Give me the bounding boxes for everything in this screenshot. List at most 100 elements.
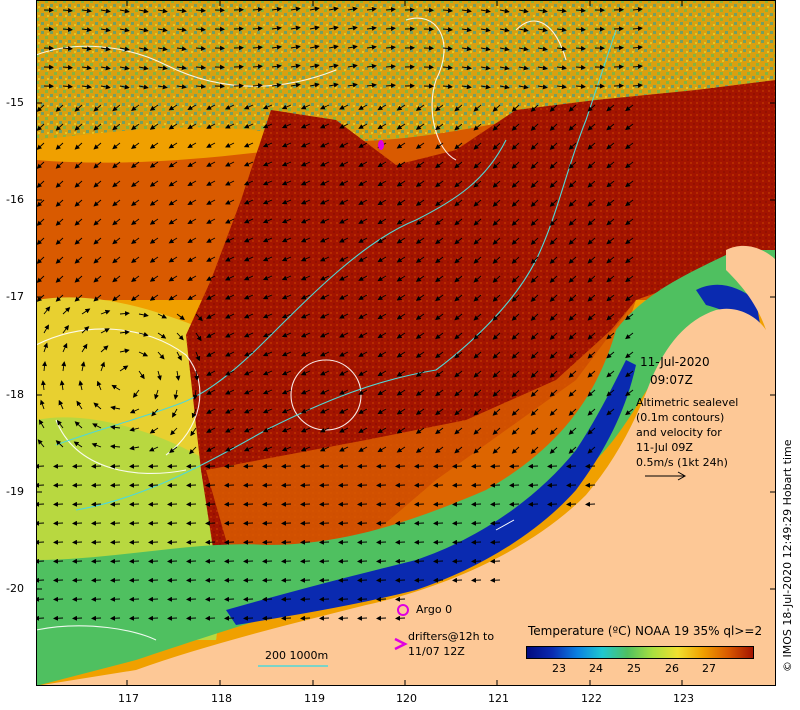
velocity-arrow [549,408,558,416]
velocity-arrow [206,446,216,452]
velocity-arrow [396,237,406,244]
velocity-arrow [492,142,501,150]
velocity-arrow [225,389,235,395]
velocity-arrow [339,237,349,243]
velocity-arrow [606,142,615,150]
velocity-arrow [43,342,48,353]
velocity-arrow [225,218,235,224]
velocity-arrow [206,408,216,414]
velocity-arrow [206,351,216,357]
velocity-arrow [38,419,45,429]
velocity-arrow [454,123,463,131]
velocity-arrow [62,342,68,353]
velocity-arrow [112,256,121,264]
velocity-arrow [300,351,311,357]
velocity-arrow [385,83,396,89]
velocity-arrow [300,408,311,414]
velocity-arrow [454,408,463,416]
velocity-arrow [36,104,45,112]
velocity-arrow [100,345,109,353]
velocity-arrow [480,8,491,14]
velocity-arrow [187,218,197,225]
velocity-arrow [454,218,463,226]
velocity-arrow [62,307,71,315]
velocity-arrow [176,313,185,321]
velocity-arrow [119,348,130,354]
velocity-arrow [518,84,529,90]
colorbar-tick-23: 23 [552,662,566,675]
velocity-arrow [549,256,558,264]
velocity-arrow [206,180,216,186]
velocity-arrow [319,199,330,205]
velocity-arrow [568,180,577,188]
velocity-arrow [625,389,634,397]
velocity-arrow [473,427,482,435]
velocity-arrow [549,142,558,150]
velocity-arrow [549,218,558,226]
velocity-arrow [473,256,482,264]
velocity-arrow [262,237,273,243]
velocity-arrow [300,389,311,395]
velocity-arrow [587,275,596,283]
sst-map[interactable]: 11-Jul-2020 09:07Z Altimetric sealevel (… [36,0,776,686]
velocity-arrow [537,8,548,14]
velocity-arrow [195,26,206,32]
velocity-arrow [358,313,368,319]
velocity-arrow [473,161,482,169]
velocity-arrow [347,25,358,31]
velocity-arrow [262,351,273,357]
velocity-arrow [461,27,472,33]
velocity-arrow [377,218,387,225]
velocity-arrow [176,332,184,341]
velocity-arrow [625,218,634,226]
colorbar-tick-25: 25 [627,662,641,675]
velocity-arrow [492,389,501,397]
velocity-arrow [358,199,368,205]
velocity-arrow [473,370,482,378]
velocity-arrow [300,313,311,319]
velocity-arrow [74,237,83,245]
velocity-arrow [632,83,643,88]
velocity-arrow [55,440,64,448]
velocity-arrow [169,446,178,454]
velocity-arrow [454,256,463,264]
velocity-arrow [442,83,453,89]
velocity-arrow [587,332,596,340]
velocity-arrow [262,256,273,262]
velocity-arrow [625,142,634,150]
velocity-arrow [454,427,463,435]
velocity-arrow [39,399,45,410]
velocity-arrow [568,161,577,169]
velocity-arrow [319,313,330,319]
velocity-arrow [168,218,178,225]
velocity-arrow [575,7,586,13]
velocity-arrow [377,256,387,263]
velocity-arrow [511,180,520,188]
velocity-arrow [281,256,292,262]
velocity-arrow [339,199,349,205]
velocity-arrow [206,427,216,433]
velocity-arrow [74,161,83,169]
velocity-arrow [435,275,444,283]
velocity-arrow [473,199,482,207]
velocity-arrow [328,6,339,12]
land [36,308,776,686]
velocity-arrow [100,309,111,315]
velocity-arrow [131,294,140,302]
coastal-green [36,250,776,686]
velocity-arrow [243,275,254,281]
velocity-arrow [93,104,102,112]
velocity-arrow [377,199,387,206]
velocity-arrow [499,84,510,90]
velocity-arrow [138,370,145,380]
velocity-arrow [568,237,577,245]
velocity-arrow [625,294,634,302]
velocity-arrow [385,7,396,13]
velocity-arrow [74,142,83,150]
velocity-arrow [435,218,444,226]
velocity-arrow [112,123,121,131]
velocity-arrow [530,180,539,188]
velocity-arrow [568,218,577,226]
velocity-arrow [300,332,311,338]
velocity-arrow [328,44,339,50]
